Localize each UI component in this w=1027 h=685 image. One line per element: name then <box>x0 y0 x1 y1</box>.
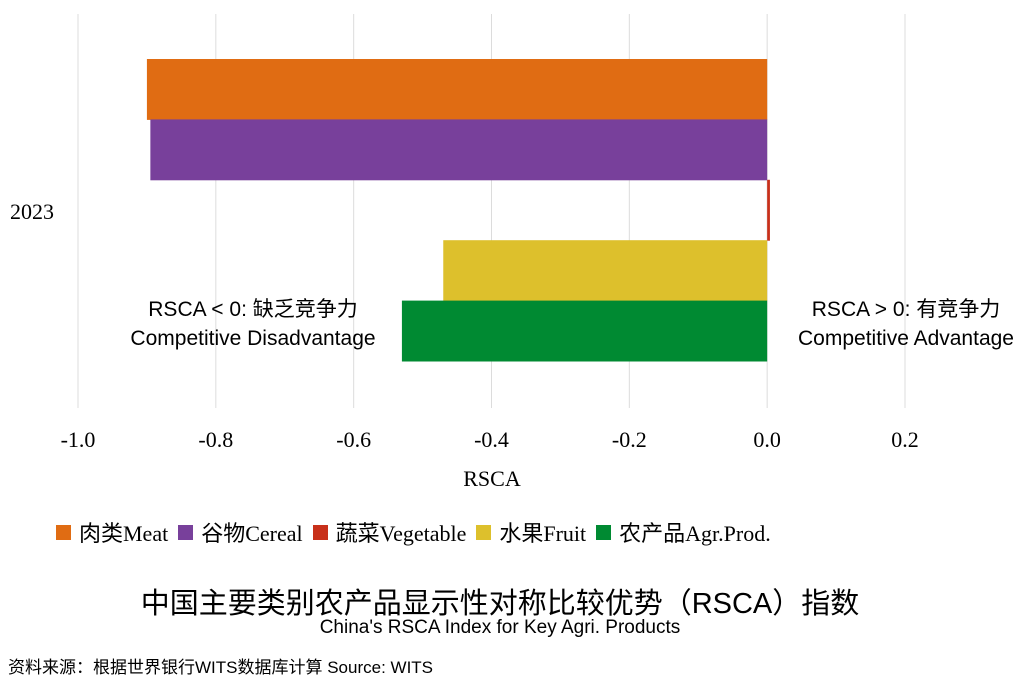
source-note: 资料来源：根据世界银行WITS数据库计算 Source: WITS <box>8 658 434 677</box>
legend-swatch-meat <box>56 524 71 540</box>
bar-fruit <box>443 240 768 302</box>
bars <box>146 59 770 362</box>
bar-cereal <box>150 119 768 181</box>
legend-label-vegetable: 蔬菜Vegetable <box>335 521 467 546</box>
legend-label-agr-prod: 农产品Agr.Prod. <box>619 521 771 546</box>
annotation-negative: RSCA < 0: 缺乏竞争力 Competitive Disadvantage <box>130 298 375 350</box>
x-tick-label: -0.4 <box>474 427 509 452</box>
legend-item-meat: 肉类Meat <box>56 516 168 548</box>
x-tick-label: -0.2 <box>612 427 647 452</box>
x-tick-label: 0.0 <box>753 427 781 452</box>
annotation-positive: RSCA > 0: 有竞争力 Competitive Advantage <box>798 298 1014 350</box>
x-tick-label: -0.8 <box>198 427 233 452</box>
chart-title: 中国主要类别农产品显示性对称比较优势（RSCA）指数 <box>140 588 860 620</box>
x-axis-label: RSCA <box>463 466 521 491</box>
legend-swatch-agr-prod <box>596 524 612 540</box>
x-tick-label: -0.6 <box>336 427 371 452</box>
legend-label-cereal: 谷物Cereal <box>201 521 303 546</box>
legend-swatch-vegetable <box>312 524 328 540</box>
bar-meat <box>146 59 768 120</box>
legend-label-fruit: 水果Fruit <box>499 521 587 546</box>
annotation-positive-line2: Competitive Advantage <box>798 327 1014 350</box>
x-tick-label: 0.2 <box>891 427 919 452</box>
x-tick-labels: -1.0 -0.8 -0.6 -0.4 -0.2 0.0 0.2 <box>61 427 919 452</box>
legend-label-meat: 肉类Meat <box>79 521 169 546</box>
legend-swatch-cereal <box>178 524 194 540</box>
legend-item-cereal: 谷物Cereal <box>178 516 303 548</box>
legend-item-vegetable: 蔬菜Vegetable <box>312 516 467 548</box>
legend: 肉类Meat 谷物Cereal 蔬菜Vegetable 水果Fruit 农产品A… <box>56 518 781 546</box>
chart-subtitle: China's RSCA Index for Key Agri. Product… <box>319 617 681 638</box>
annotation-positive-line1: RSCA > 0: 有竞争力 <box>812 298 1000 321</box>
x-tick-label: -1.0 <box>61 427 96 452</box>
annotation-negative-line1: RSCA < 0: 缺乏竞争力 <box>148 298 357 321</box>
legend-swatch-fruit <box>476 524 492 540</box>
legend-item-agr-prod: 农产品Agr.Prod. <box>596 516 771 548</box>
bar-agr-prod <box>401 300 768 362</box>
rsca-bar-chart: -1.0 -0.8 -0.6 -0.4 -0.2 0.0 0.2 2023 RSCA RSC… <box>10 14 1014 491</box>
y-category-label: 2023 <box>10 199 54 224</box>
bar-vegetable <box>767 179 770 241</box>
annotation-negative-line2: Competitive Disadvantage <box>130 327 375 350</box>
legend-item-fruit: 水果Fruit <box>476 516 586 548</box>
